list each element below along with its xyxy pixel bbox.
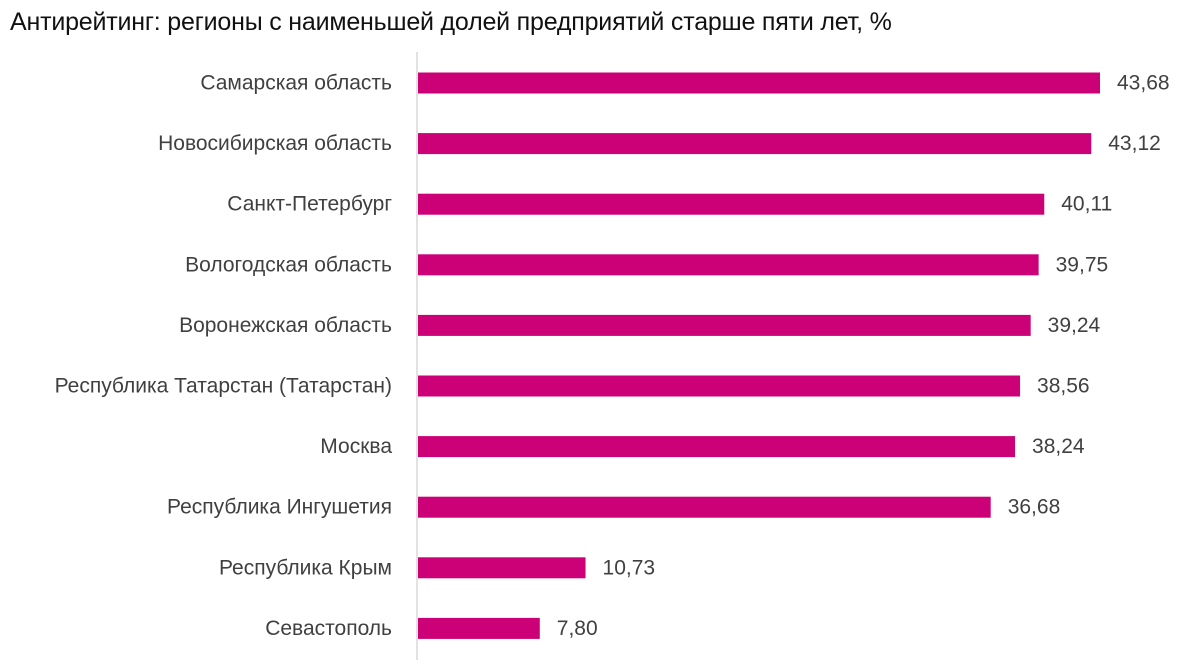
bar (418, 436, 1016, 458)
category-label: Санкт-Петербург (227, 193, 392, 216)
data-label: 39,24 (1048, 314, 1101, 337)
data-label: 43,12 (1108, 132, 1161, 155)
bar (418, 496, 991, 518)
data-label: 38,24 (1032, 435, 1085, 458)
chart-title: Антирейтинг: регионы с наименьшей долей … (10, 8, 892, 36)
category-label: Республика Татарстан (Татарстан) (55, 375, 392, 398)
bar (418, 133, 1092, 155)
bar (418, 254, 1039, 276)
bar (418, 557, 586, 579)
category-label: Воронежская область (179, 314, 392, 337)
category-label: Севастополь (265, 617, 392, 640)
category-label: Москва (320, 435, 392, 458)
data-label: 39,75 (1056, 253, 1109, 276)
category-label: Вологодская область (185, 253, 392, 276)
bar (418, 193, 1045, 215)
data-label: 36,68 (1008, 496, 1061, 519)
data-label: 43,68 (1117, 72, 1170, 95)
bar (418, 314, 1031, 336)
data-label: 7,80 (557, 617, 598, 640)
bar (418, 72, 1100, 94)
category-label: Новосибирская область (158, 132, 392, 155)
category-label: Республика Ингушетия (167, 496, 392, 519)
data-label: 38,56 (1037, 375, 1090, 398)
category-label: Самарская область (200, 72, 392, 95)
bar (418, 617, 540, 639)
data-label: 40,11 (1061, 193, 1112, 216)
bar (418, 375, 1021, 397)
data-label: 10,73 (603, 556, 656, 579)
category-label: Республика Крым (219, 556, 392, 579)
plot-area: Самарская область 43,68 Новосибирская обла… (55, 52, 1170, 660)
